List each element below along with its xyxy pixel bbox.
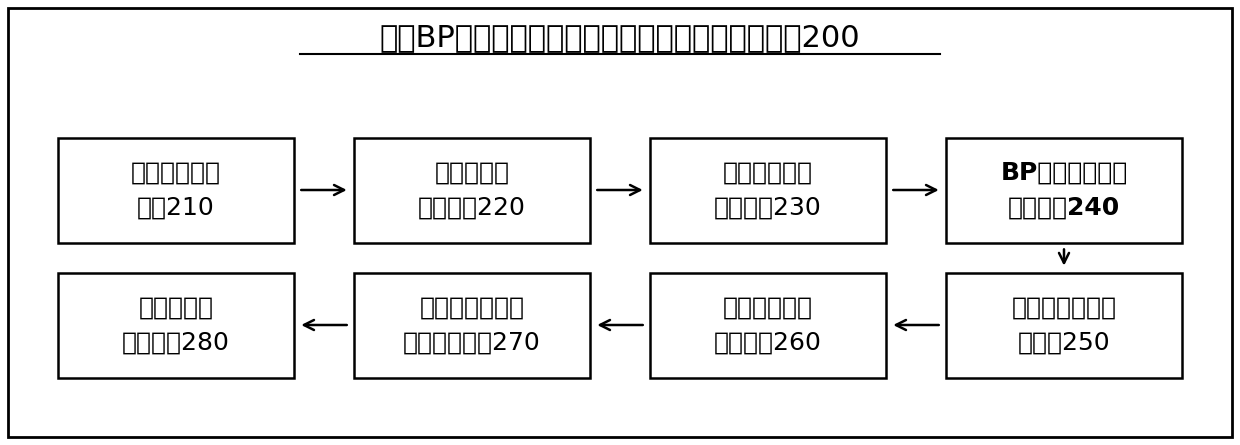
Text: BP神经网络算法
构建单元240: BP神经网络算法 构建单元240 [1001,160,1127,220]
Bar [650,138,887,243]
Text: 最优控制参数成
本值获取单元270: 最优控制参数成 本值获取单元270 [403,295,541,355]
Text: 神经网络参数获
取单元250: 神经网络参数获 取单元250 [1012,295,1116,355]
Bar [946,138,1183,243]
Bar [353,138,590,243]
Bar [353,272,590,377]
Bar [57,138,294,243]
Bar [650,272,887,377]
Bar [57,272,294,377]
Text: 控制参数选择
单元210: 控制参数选择 单元210 [131,160,221,220]
Text: 归一化样本集
获取单元230: 归一化样本集 获取单元230 [714,160,822,220]
Bar [946,272,1183,377]
Text: 最优控制参数
获取单元260: 最优控制参数 获取单元260 [714,295,822,355]
Text: 基于BP神经网络的转炉炼钢工艺成本优化控制系统200: 基于BP神经网络的转炉炼钢工艺成本优化控制系统200 [379,24,861,53]
Text: 最小成本值
获取单元280: 最小成本值 获取单元280 [122,295,229,355]
Text: 建模样本集
构建单元220: 建模样本集 构建单元220 [418,160,526,220]
